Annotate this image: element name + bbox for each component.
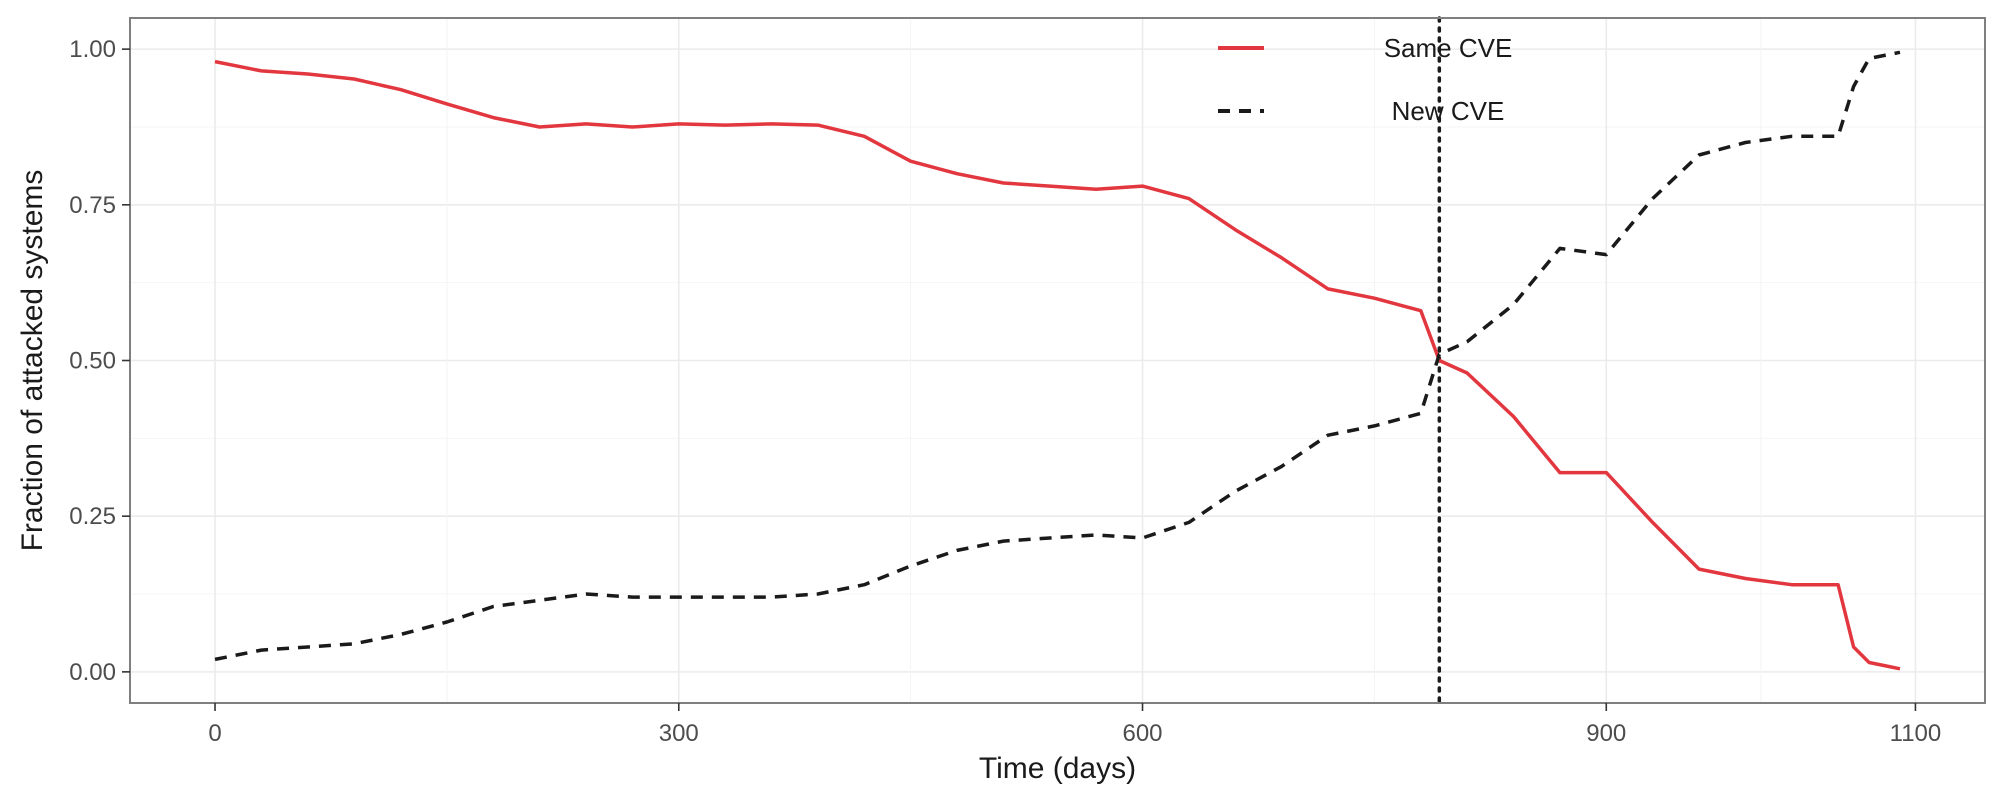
x-axis-ticks: 0 300 600 900 1100 bbox=[208, 703, 1941, 747]
x-tick-label: 1100 bbox=[1890, 720, 1942, 747]
y-tick-label: 0.75 bbox=[69, 192, 116, 219]
y-tick-label: 0.25 bbox=[69, 503, 116, 530]
series-line-new-cve bbox=[214, 50, 1901, 662]
series-line-same-cve bbox=[214, 59, 1901, 671]
series-layer bbox=[214, 50, 1901, 671]
x-tick-label: 0 bbox=[208, 720, 221, 747]
x-tick-label: 600 bbox=[1122, 720, 1162, 747]
y-axis-title: Fraction of attacked systems bbox=[16, 170, 49, 552]
y-tick-label: 0.00 bbox=[69, 659, 116, 686]
x-tick-label: 900 bbox=[1586, 720, 1626, 747]
y-tick-label: 1.00 bbox=[69, 36, 116, 63]
legend: Same CVE New CVE bbox=[1218, 33, 1512, 126]
x-axis-title: Time (days) bbox=[979, 752, 1136, 785]
y-tick-label: 0.50 bbox=[69, 348, 116, 375]
grid-lines bbox=[130, 18, 1985, 703]
y-axis-ticks: 0.00 0.25 0.50 0.75 1.00 bbox=[69, 36, 130, 686]
legend-label-same-cve: Same CVE bbox=[1384, 33, 1513, 63]
x-tick-label: 300 bbox=[659, 720, 699, 747]
legend-label-new-cve: New CVE bbox=[1392, 96, 1505, 126]
